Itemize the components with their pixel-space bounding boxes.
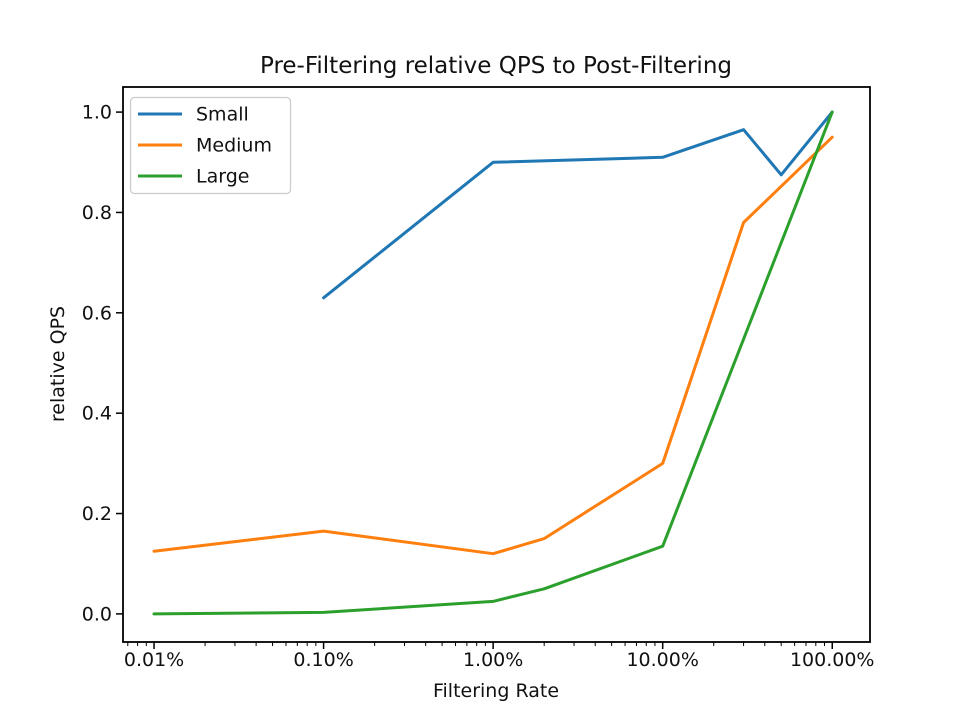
legend: Small Medium Large bbox=[129, 96, 292, 195]
y-tick-label: 0.6 bbox=[82, 302, 112, 324]
legend-box bbox=[129, 96, 292, 195]
y-axis: 0.0 0.2 0.4 0.6 0.8 1.0 bbox=[82, 102, 123, 625]
legend-label-large: Large bbox=[196, 166, 249, 188]
legend-label-medium: Medium bbox=[196, 135, 272, 157]
y-tick-label: 0.0 bbox=[82, 603, 112, 625]
x-tick-label: 0.01% bbox=[124, 649, 184, 671]
x-axis: 0.01% 0.10% 1.00% 10.00% 100.00% bbox=[124, 642, 875, 671]
y-tick-label: 0.8 bbox=[82, 202, 112, 224]
series-line-large bbox=[152, 110, 834, 616]
data-series bbox=[152, 110, 834, 616]
y-tick-label: 0.4 bbox=[82, 403, 112, 425]
series-line-small bbox=[322, 110, 834, 300]
plot-area-border bbox=[122, 86, 871, 643]
y-tick-label: 1.0 bbox=[82, 102, 112, 124]
y-tick-label: 0.2 bbox=[82, 503, 112, 525]
chart-title: Pre-Filtering relative QPS to Post-Filte… bbox=[260, 53, 732, 79]
x-axis-label: Filtering Rate bbox=[433, 680, 559, 702]
legend-label-small: Small bbox=[196, 104, 249, 126]
x-tick-label: 10.00% bbox=[626, 649, 698, 671]
x-tick-label: 0.10% bbox=[293, 649, 353, 671]
series-line-medium bbox=[152, 135, 834, 556]
x-tick-label: 1.00% bbox=[463, 649, 523, 671]
x-tick-label: 100.00% bbox=[790, 649, 875, 671]
y-axis-label: relative QPS bbox=[47, 306, 69, 422]
